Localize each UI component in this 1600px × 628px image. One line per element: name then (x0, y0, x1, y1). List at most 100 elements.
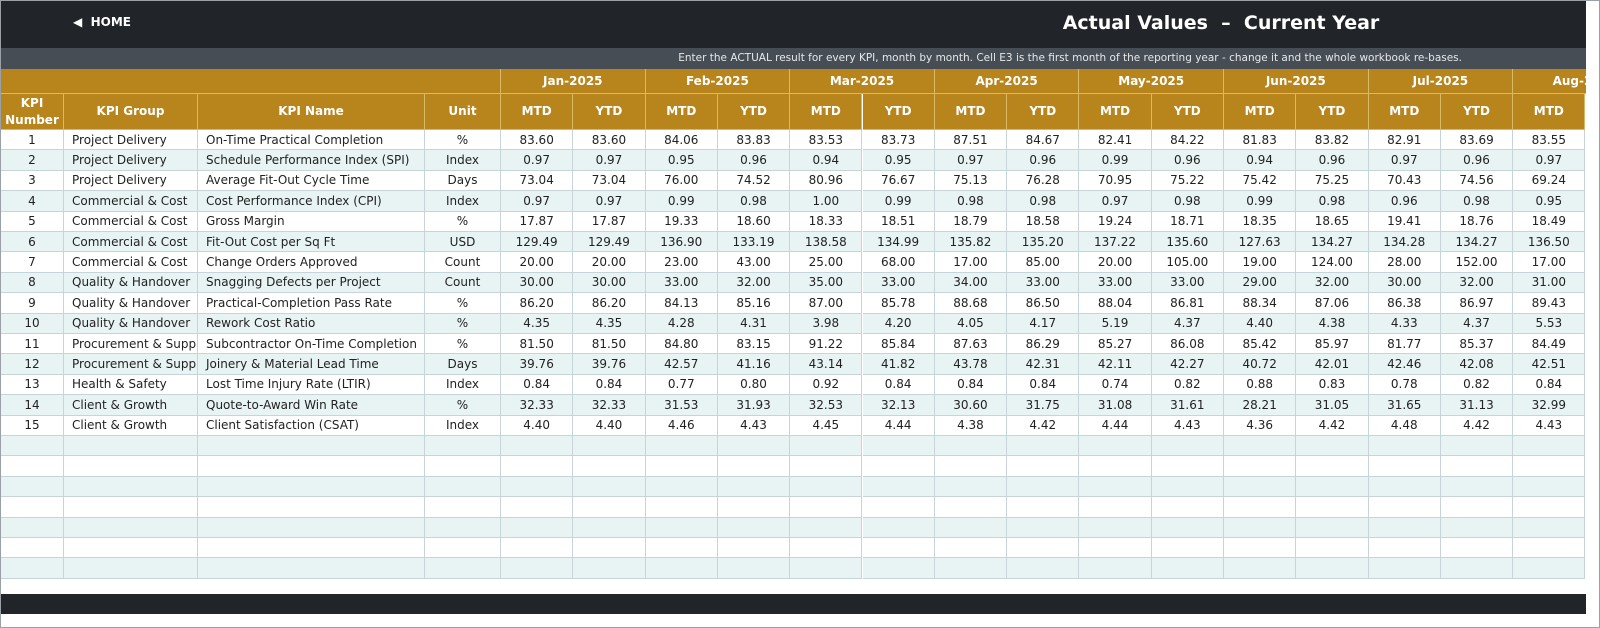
value-cell[interactable]: 43.78 (934, 354, 1008, 375)
value-cell[interactable]: 0.84 (501, 374, 574, 396)
value-cell[interactable]: 31.61 (1151, 395, 1224, 416)
kpi-group[interactable]: Health & Safety (64, 374, 198, 396)
value-cell[interactable]: 39.76 (573, 354, 646, 375)
value-cell[interactable]: 42.08 (1440, 354, 1514, 375)
value-cell[interactable]: 0.94 (790, 150, 863, 171)
value-cell[interactable]: 0.74 (1079, 374, 1152, 396)
unit[interactable]: % (425, 395, 501, 416)
value-cell[interactable]: 4.33 (1368, 313, 1441, 334)
value-cell[interactable]: 43.00 (717, 252, 791, 273)
value-cell[interactable]: 33.00 (1007, 272, 1080, 294)
empty-cell[interactable] (573, 497, 646, 518)
kpi-number[interactable]: 9 (1, 293, 64, 314)
value-cell[interactable]: 0.97 (1079, 191, 1152, 212)
value-cell[interactable]: 1.00 (790, 191, 863, 212)
value-cell[interactable]: 18.58 (1007, 211, 1080, 232)
value-cell[interactable]: 4.44 (862, 415, 935, 436)
value-cell[interactable]: 84.49 (1513, 334, 1586, 355)
value-cell[interactable]: 0.99 (1224, 191, 1297, 212)
kpi-group[interactable]: Quality & Handover (64, 313, 198, 334)
value-cell[interactable]: 0.99 (862, 191, 935, 212)
value-cell[interactable]: 35.00 (790, 272, 863, 294)
empty-cell[interactable] (198, 456, 425, 477)
empty-cell[interactable] (1440, 497, 1514, 518)
value-cell[interactable]: 88.34 (1224, 293, 1297, 314)
value-cell[interactable]: 87.00 (790, 293, 863, 314)
empty-cell[interactable] (1007, 517, 1080, 538)
empty-cell[interactable] (1079, 476, 1152, 498)
value-cell[interactable]: 4.17 (1007, 313, 1080, 334)
value-cell[interactable]: 31.65 (1368, 395, 1441, 416)
value-cell[interactable]: 86.81 (1151, 293, 1224, 314)
empty-cell[interactable] (1368, 476, 1441, 498)
unit[interactable]: Days (425, 354, 501, 375)
value-cell[interactable]: 17.00 (934, 252, 1008, 273)
value-cell[interactable]: 41.16 (717, 354, 791, 375)
empty-cell[interactable] (1368, 517, 1441, 538)
value-cell[interactable]: 30.00 (501, 272, 574, 294)
value-cell[interactable]: 0.96 (1296, 150, 1369, 171)
empty-cell[interactable] (1079, 456, 1152, 477)
empty-cell[interactable] (790, 497, 863, 518)
kpi-number[interactable]: 6 (1, 232, 64, 253)
value-cell[interactable]: 86.20 (573, 293, 646, 314)
empty-cell[interactable] (1585, 436, 1586, 457)
empty-cell[interactable] (790, 476, 863, 498)
empty-cell[interactable] (1079, 517, 1152, 538)
value-cell[interactable]: 30.60 (934, 395, 1008, 416)
kpi-group[interactable]: Commercial & Cost (64, 211, 198, 232)
empty-cell[interactable] (645, 476, 718, 498)
value-cell[interactable]: 75.22 (1151, 170, 1224, 192)
kpi-group[interactable]: Quality & Handover (64, 272, 198, 294)
empty-cell[interactable] (1296, 558, 1369, 579)
value-cell[interactable]: 23.00 (645, 252, 718, 273)
empty-cell[interactable] (1513, 558, 1586, 579)
kpi-group[interactable]: Client & Growth (64, 395, 198, 416)
empty-cell[interactable] (717, 517, 791, 538)
value-cell[interactable]: 86.20 (501, 293, 574, 314)
empty-cell[interactable] (1513, 476, 1586, 498)
value-cell[interactable]: 4.42 (1440, 415, 1514, 436)
value-cell[interactable]: 0.99 (645, 191, 718, 212)
value-cell[interactable]: 4.40 (573, 415, 646, 436)
kpi-group[interactable]: Project Delivery (64, 170, 198, 192)
value-cell[interactable]: 4.43 (1513, 415, 1586, 436)
value-cell[interactable]: 129.49 (573, 232, 646, 253)
value-cell[interactable]: 0.95 (1513, 191, 1586, 212)
unit[interactable]: Count (425, 252, 501, 273)
value-cell[interactable]: 0.84 (1513, 374, 1586, 396)
empty-cell[interactable] (64, 476, 198, 498)
empty-cell[interactable] (1007, 497, 1080, 518)
empty-cell[interactable] (717, 436, 791, 457)
empty-cell[interactable] (573, 476, 646, 498)
kpi-number[interactable]: 10 (1, 313, 64, 334)
value-cell[interactable]: 30.00 (573, 272, 646, 294)
value-cell[interactable]: 0.84 (862, 374, 935, 396)
empty-cell[interactable] (198, 436, 425, 457)
empty-cell[interactable] (1368, 456, 1441, 477)
empty-cell[interactable] (1513, 497, 1586, 518)
value-cell[interactable]: 42.57 (645, 354, 718, 375)
kpi-group[interactable]: Procurement & Supply (64, 354, 198, 375)
empty-cell[interactable] (717, 476, 791, 498)
empty-cell[interactable] (862, 476, 935, 498)
value-cell[interactable]: 0.96 (717, 150, 791, 171)
value-cell[interactable]: 134.27 (1440, 232, 1514, 253)
value-cell[interactable]: 0.99 (1079, 150, 1152, 171)
value-cell[interactable]: 4.46 (645, 415, 718, 436)
value-cell[interactable]: 42.27 (1151, 354, 1224, 375)
value-cell[interactable]: 42.31 (1007, 354, 1080, 375)
value-cell[interactable]: 0.96 (1440, 150, 1514, 171)
empty-cell[interactable] (64, 497, 198, 518)
kpi-name[interactable]: Schedule Performance Index (SPI) (198, 150, 425, 171)
empty-cell[interactable] (1440, 538, 1514, 559)
empty-cell[interactable] (1585, 497, 1586, 518)
value-cell[interactable]: 75.25 (1296, 170, 1369, 192)
empty-cell[interactable] (1079, 558, 1152, 579)
value-cell[interactable]: 4.45 (790, 415, 863, 436)
empty-cell[interactable] (1368, 538, 1441, 559)
empty-cell[interactable] (501, 538, 574, 559)
unit[interactable]: Index (425, 150, 501, 171)
value-cell[interactable]: 33.00 (1079, 272, 1152, 294)
empty-cell[interactable] (1151, 476, 1224, 498)
